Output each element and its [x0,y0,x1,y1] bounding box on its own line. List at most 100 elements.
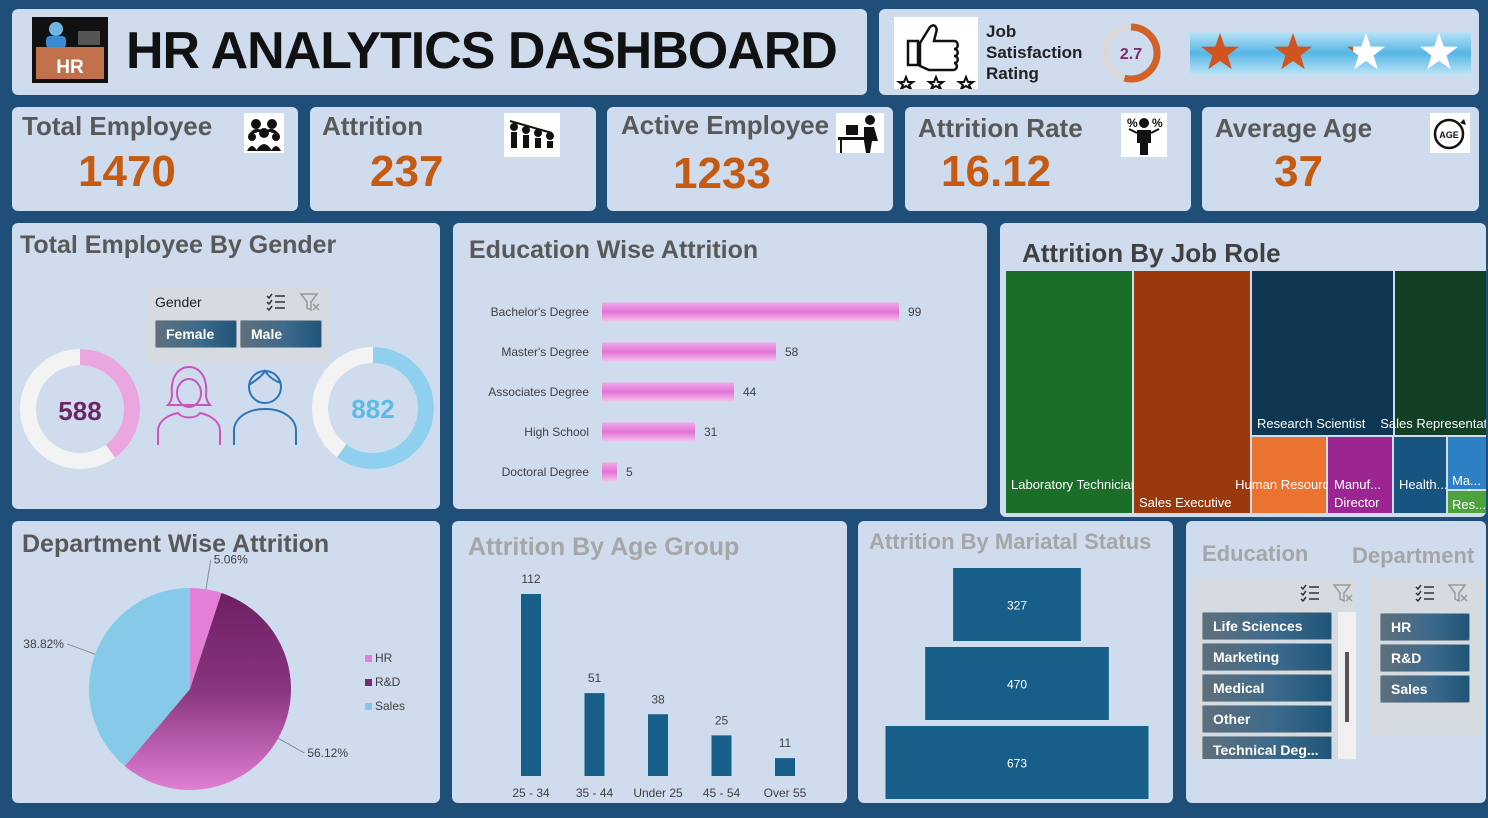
treemap-label: Director [1334,495,1380,510]
education-bar [602,342,776,362]
bar-value-label: 51 [588,671,602,685]
attrition-icon [504,113,560,157]
gender-panel: Total Employee By Gender Gender Female M… [12,223,440,509]
marital-funnel-chart: 327 470 673 [885,568,1149,799]
jobrole-panel: Attrition By Job Role Laboratory Technic… [1000,223,1486,517]
kpi-label: Average Age [1215,113,1373,143]
education-option[interactable]: Marketing [1202,643,1332,671]
treemap-cell [1395,271,1486,435]
kpi-attrition: Attrition 237 [310,107,596,211]
agegroup-panel: Attrition By Age Group 112 25 - 34 51 35 - … [452,521,847,803]
bar-category-label: 25 - 34 [512,786,550,800]
funnel-value-label: 327 [1007,599,1027,613]
bar-category-label: Doctoral Degree [502,465,590,479]
bar-value-label: 58 [785,345,799,359]
clear-filter-icon[interactable] [299,292,321,312]
multi-select-icon[interactable] [1299,583,1321,603]
legend-label: Sales [375,699,405,713]
agegroup-title: Attrition By Age Group [468,533,740,561]
age-bar [521,594,541,776]
gender-title: Total Employee By Gender [20,231,337,259]
satisfaction-gauge: 2.7 [1101,23,1161,83]
age-bar [648,714,668,776]
scrollbar-thumb[interactable] [1345,652,1349,722]
clear-filter-icon[interactable] [1332,583,1354,603]
age-bar [775,758,795,776]
rating-star-icon [1201,33,1239,70]
female-donut: 588 [20,349,140,469]
clear-filter-icon[interactable] [1447,583,1469,603]
bar-category-label: 35 - 44 [576,786,614,800]
treemap-cell [1394,437,1446,513]
treemap-cell [1448,437,1486,489]
bar-category-label: Under 25 [633,786,683,800]
education-bar [602,462,617,482]
funnel-bar [953,568,1081,641]
legend-label: HR [375,651,393,665]
marital-panel: Attrition By Mariatal Status 327 470 673 [858,521,1173,803]
bar-category-label: 45 - 54 [703,786,741,800]
department-option[interactable]: R&D [1380,644,1470,672]
kpi-attrition-rate: Attrition Rate %% 16.12 [905,107,1191,211]
rating-stars [1190,31,1471,75]
department-option[interactable]: Sales [1380,675,1470,703]
treemap-cell [1252,437,1326,513]
treemap-cell [1252,271,1393,435]
bar-value-label: 25 [715,713,729,727]
funnel-bar [885,726,1149,799]
pie-data-label: 38.82% [23,637,64,651]
kpi-total-employee: Total Employee 1470 [12,107,298,211]
bar-value-label: 5 [626,465,633,479]
department-slicer-title: Department [1352,543,1475,568]
bar-category-label: Over 55 [764,786,807,800]
multi-select-icon[interactable] [265,292,287,312]
worker-desk-icon [836,113,884,153]
svg-text:AGE: AGE [1439,130,1459,140]
svg-text:588: 588 [58,396,101,426]
treemap-label: Res... [1452,497,1486,512]
funnel-bar [925,647,1109,720]
department-option[interactable]: HR [1380,613,1470,641]
svg-text:%: % [1152,116,1163,130]
jobrole-title: Attrition By Job Role [1022,238,1281,268]
gender-option-female[interactable]: Female [155,320,237,348]
education-option[interactable]: Life Sciences [1202,612,1332,640]
department-pie-chart: 5.06% 56.12% 38.82% HR R&D Sales [23,553,405,790]
kpi-label: Attrition [322,111,424,141]
bar-value-label: 99 [908,305,922,319]
female-donut-arc [20,349,140,469]
treemap-cell [1328,437,1392,513]
education-option[interactable]: Technical Deg... [1202,736,1332,759]
pie-slice [124,593,291,790]
gender-slicer: Gender Female Male [145,287,330,363]
education-slicer-scrollbar[interactable] [1338,612,1356,759]
multi-select-icon[interactable] [1414,583,1436,603]
funnel-value-label: 673 [1007,757,1027,771]
bar-value-label: 44 [743,385,757,399]
education-chart: Bachelor's Degree 99 Master's Degree 58 Asso… [488,302,922,482]
page-title: HR ANALYTICS DASHBOARD [126,22,838,80]
bar-value-label: 31 [704,425,718,439]
agegroup-chart: 112 25 - 34 51 35 - 44 38 Under 25 25 45 - 54 11… [512,572,807,800]
slicers-panel: Education Department Life Sciences Marke… [1186,521,1486,803]
education-panel: Education Wise Attrition Bachelor's Degr… [453,223,987,509]
legend-swatch [365,655,372,662]
pie-leader-line [205,559,212,590]
satisfaction-gauge-arc [1101,23,1161,83]
education-title: Education Wise Attrition [469,236,759,264]
svg-text:2.7: 2.7 [1120,46,1142,63]
education-bar [602,422,695,442]
department-slicer: HR R&D Sales [1369,577,1483,735]
thumbs-up-stars-icon [894,17,978,89]
education-option[interactable]: Medical [1202,674,1332,702]
gender-option-male[interactable]: Male [240,320,322,348]
svg-text:882: 882 [351,394,394,424]
kpi-value: 16.12 [941,147,1052,196]
education-option[interactable]: Other [1202,705,1332,733]
treemap-cell [1006,271,1132,513]
treemap-cell [1448,491,1486,513]
bar-category-label: High School [524,425,589,439]
legend-swatch [365,679,372,686]
kpi-value: 237 [370,147,444,196]
bar-category-label: Associates Degree [488,385,589,399]
